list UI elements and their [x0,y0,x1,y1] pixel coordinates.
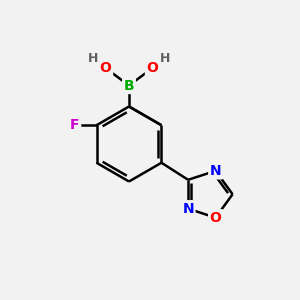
Text: O: O [210,211,221,225]
Text: N: N [182,202,194,216]
Text: H: H [160,52,170,65]
Text: O: O [100,61,112,75]
Text: O: O [146,61,158,75]
Text: B: B [124,79,134,92]
Text: F: F [70,118,80,132]
Text: N: N [210,164,221,178]
Text: H: H [88,52,98,65]
